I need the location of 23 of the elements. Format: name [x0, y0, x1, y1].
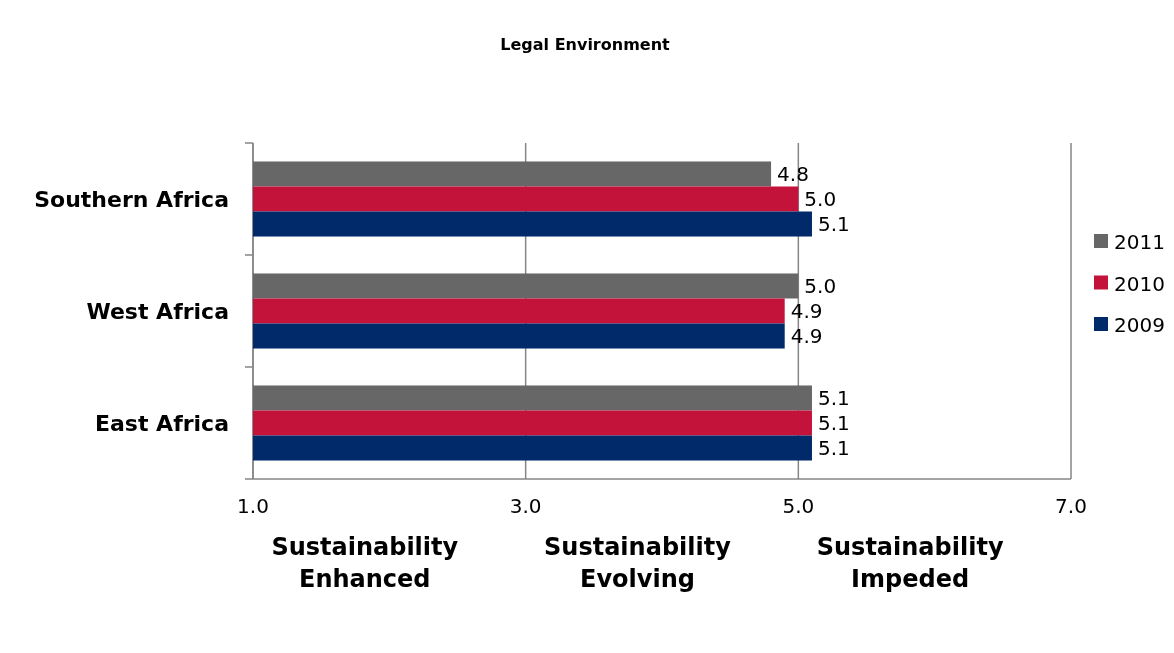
data-label: 5.0 [804, 187, 837, 211]
data-label: 5.0 [804, 273, 837, 298]
y-tick-label: Southern Africa [34, 187, 229, 212]
y-tick-label: East Africa [94, 411, 229, 436]
data-label: 5.1 [817, 411, 850, 435]
text: Sustainability Impeded [816, 533, 1004, 593]
text: Sustainability Enhanced [271, 533, 459, 593]
legend-label: 2010 [1114, 271, 1165, 296]
data-label: 4.9 [790, 299, 823, 323]
y-tick-label: West Africa [86, 299, 229, 324]
data-label: 5.1 [817, 385, 850, 410]
text: Sustainability Evolving [544, 533, 732, 593]
data-label: 5.1 [817, 436, 850, 461]
x-tick-label: 3.0 [509, 494, 542, 518]
data-label: 5.1 [817, 212, 850, 237]
x-tick-label: 7.0 [1055, 494, 1087, 518]
legend-label: 2011 [1114, 230, 1165, 254]
data-label: 4.8 [777, 161, 809, 186]
data-label: 4.9 [790, 324, 823, 349]
chart-title: Legal Environment [500, 35, 671, 54]
legend-label: 2009 [1114, 313, 1165, 337]
x-tick-label: 1.0 [237, 494, 269, 518]
x-tick-label: 5.0 [782, 494, 815, 518]
